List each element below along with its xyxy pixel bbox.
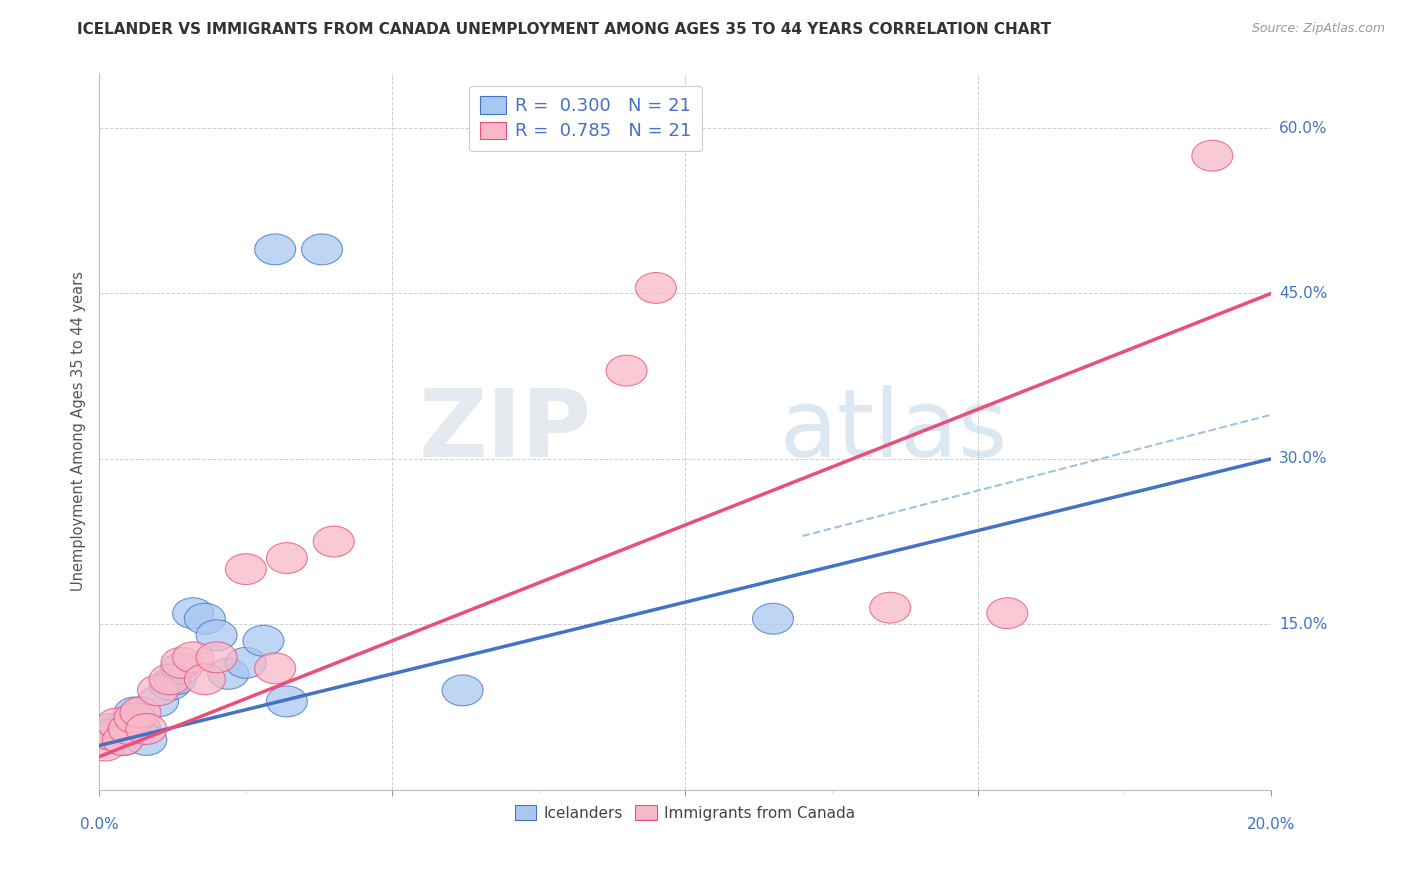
Text: 30.0%: 30.0% [1279, 451, 1327, 467]
Ellipse shape [155, 664, 195, 695]
Ellipse shape [138, 675, 179, 706]
Ellipse shape [90, 719, 132, 750]
Text: 45.0%: 45.0% [1279, 286, 1327, 301]
Ellipse shape [84, 730, 125, 761]
Ellipse shape [114, 697, 155, 728]
Ellipse shape [266, 686, 308, 717]
Ellipse shape [606, 355, 647, 386]
Ellipse shape [208, 658, 249, 690]
Ellipse shape [225, 648, 266, 678]
Text: Source: ZipAtlas.com: Source: ZipAtlas.com [1251, 22, 1385, 36]
Ellipse shape [160, 653, 202, 684]
Y-axis label: Unemployment Among Ages 35 to 44 years: Unemployment Among Ages 35 to 44 years [72, 271, 86, 591]
Text: ICELANDER VS IMMIGRANTS FROM CANADA UNEMPLOYMENT AMONG AGES 35 TO 44 YEARS CORRE: ICELANDER VS IMMIGRANTS FROM CANADA UNEM… [77, 22, 1052, 37]
Ellipse shape [120, 714, 160, 745]
Ellipse shape [90, 714, 132, 745]
Ellipse shape [108, 714, 149, 745]
Ellipse shape [114, 703, 155, 733]
Text: 0.0%: 0.0% [80, 817, 120, 832]
Ellipse shape [103, 724, 143, 756]
Ellipse shape [125, 714, 167, 745]
Ellipse shape [314, 526, 354, 557]
Ellipse shape [138, 686, 179, 717]
Ellipse shape [1192, 140, 1233, 171]
Ellipse shape [441, 675, 484, 706]
Ellipse shape [254, 234, 295, 265]
Ellipse shape [103, 724, 143, 756]
Legend: Icelanders, Immigrants from Canada: Icelanders, Immigrants from Canada [508, 797, 863, 829]
Ellipse shape [120, 697, 160, 728]
Text: 20.0%: 20.0% [1247, 817, 1295, 832]
Text: 60.0%: 60.0% [1279, 120, 1327, 136]
Ellipse shape [184, 664, 225, 695]
Ellipse shape [173, 598, 214, 629]
Text: atlas: atlas [779, 385, 1007, 477]
Ellipse shape [752, 603, 793, 634]
Ellipse shape [301, 234, 343, 265]
Ellipse shape [97, 719, 138, 750]
Ellipse shape [225, 554, 266, 584]
Ellipse shape [125, 724, 167, 756]
Ellipse shape [243, 625, 284, 657]
Ellipse shape [97, 708, 138, 739]
Ellipse shape [195, 620, 238, 650]
Ellipse shape [266, 542, 308, 574]
Ellipse shape [987, 598, 1028, 629]
Ellipse shape [870, 592, 911, 624]
Ellipse shape [636, 273, 676, 303]
Ellipse shape [160, 648, 202, 678]
Text: 15.0%: 15.0% [1279, 616, 1327, 632]
Ellipse shape [173, 642, 214, 673]
Ellipse shape [84, 719, 125, 750]
Ellipse shape [254, 653, 295, 684]
Ellipse shape [149, 670, 190, 700]
Text: ZIP: ZIP [419, 385, 592, 477]
Ellipse shape [184, 603, 225, 634]
Ellipse shape [195, 642, 238, 673]
Ellipse shape [108, 708, 149, 739]
Ellipse shape [149, 664, 190, 695]
